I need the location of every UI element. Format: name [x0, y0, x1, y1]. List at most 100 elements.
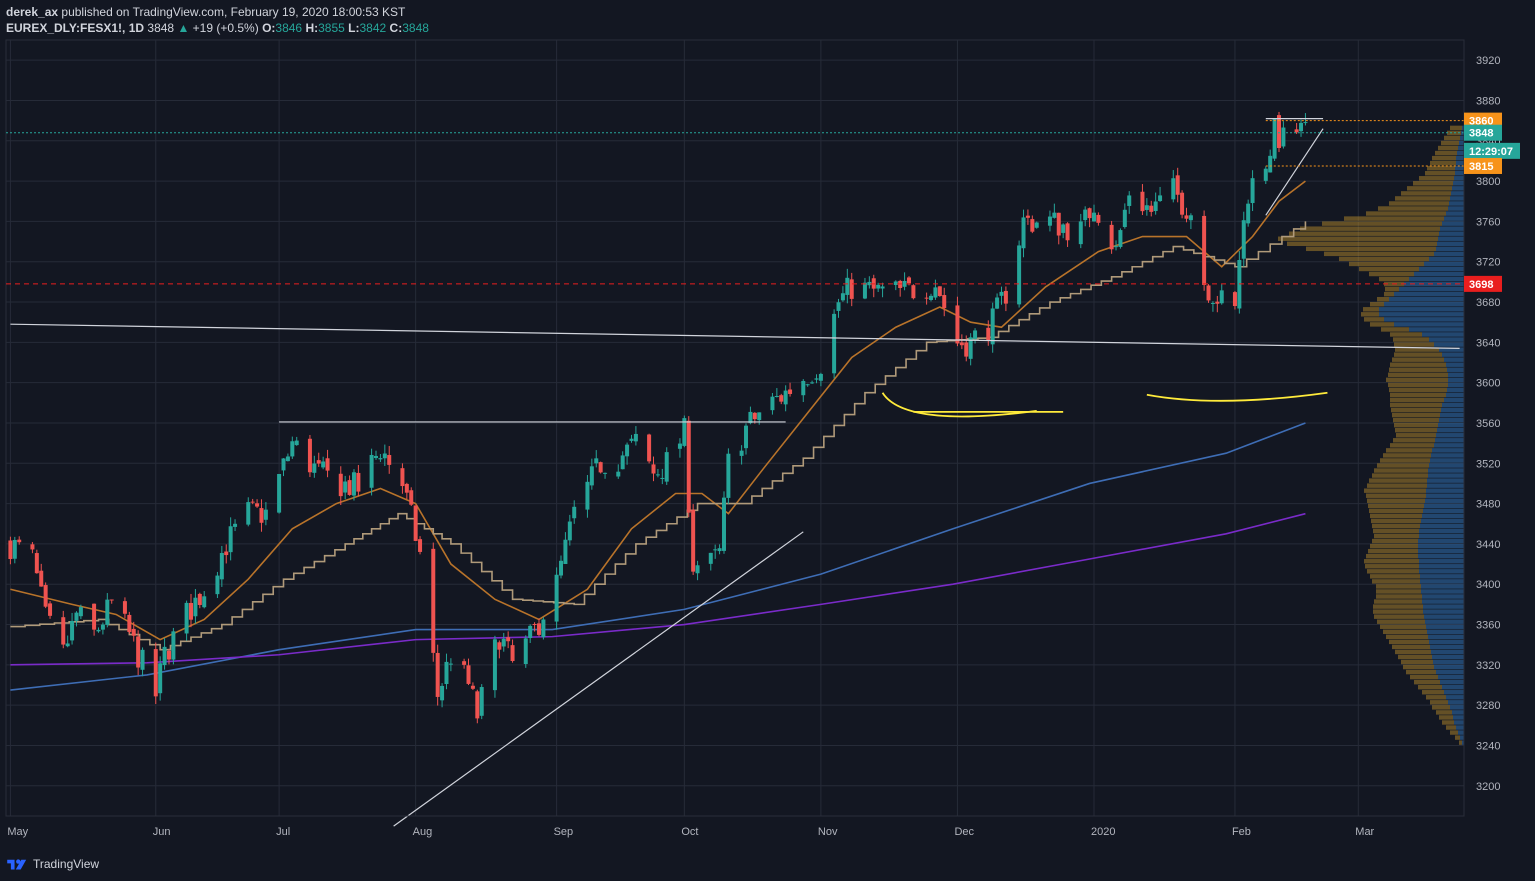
vp-bar-blue: [1446, 392, 1464, 398]
vp-bar-gold: [1390, 392, 1446, 398]
candle-body: [1017, 245, 1022, 305]
candle-body: [1184, 215, 1189, 219]
candle-body: [862, 282, 867, 299]
ma-line-fast: [10, 180, 1306, 641]
vp-bar-blue: [1421, 584, 1464, 589]
candle-body: [351, 472, 356, 496]
vp-bar-gold: [1388, 372, 1448, 378]
vp-bar-gold: [1446, 725, 1456, 730]
vp-bar-blue: [1419, 266, 1464, 272]
candle-body: [435, 652, 440, 697]
vp-bar-blue: [1424, 261, 1464, 267]
x-tick-label: Jul: [276, 826, 290, 838]
candle-body: [1171, 178, 1176, 200]
candle-body: [840, 293, 845, 301]
candle-body: [933, 287, 938, 298]
candle-body: [263, 509, 268, 520]
low-label: L:: [348, 21, 360, 35]
candle-body: [906, 277, 911, 284]
vp-bar-gold: [1324, 251, 1434, 257]
vp-bar-gold: [1401, 191, 1451, 196]
candle-body: [880, 286, 885, 289]
candle-body: [162, 646, 167, 666]
candle-body: [378, 458, 383, 460]
candle-body: [250, 501, 255, 503]
candle-body: [39, 570, 44, 587]
candle-body: [347, 480, 352, 495]
vp-bar-gold: [1366, 211, 1446, 216]
vp-bar-gold: [1403, 664, 1434, 670]
symbol-label[interactable]: EUREX_DLY:FESX1!, 1D: [6, 21, 145, 35]
candle-body: [999, 291, 1004, 296]
low-value: 3842: [359, 21, 387, 35]
candle-body: [400, 468, 405, 487]
vp-bar-gold: [1406, 669, 1436, 675]
candle-body: [70, 620, 75, 641]
candle-body: [1175, 175, 1180, 195]
vp-bar-blue: [1420, 523, 1464, 529]
candle-body: [30, 544, 35, 550]
vp-bar-blue: [1431, 453, 1464, 458]
y-tick-label: 3720: [1476, 257, 1500, 269]
vp-bar-gold: [1381, 327, 1409, 332]
vp-bar-gold: [1386, 448, 1432, 453]
vp-bar-gold: [1394, 422, 1438, 428]
vp-bar-gold: [1377, 619, 1425, 624]
vp-bar-blue: [1448, 382, 1464, 388]
candle-body: [1294, 129, 1299, 133]
vp-bar-blue: [1421, 589, 1464, 594]
vp-bar-gold: [1392, 412, 1440, 418]
vp-bar-blue: [1462, 125, 1464, 131]
candle-body: [92, 603, 97, 630]
vp-bar-blue: [1422, 332, 1464, 337]
candle-body: [1122, 209, 1127, 228]
vp-bar-gold: [1418, 684, 1442, 690]
price-change: +19 (+0.5%): [192, 21, 259, 35]
vp-bar-gold: [1377, 296, 1389, 302]
candle-body: [431, 548, 436, 653]
candle-body: [973, 330, 978, 339]
candle-body: [523, 638, 528, 665]
candle-body: [1272, 118, 1277, 159]
vp-bar-gold: [1370, 322, 1394, 327]
candle-body: [937, 286, 942, 297]
candle-body: [876, 284, 881, 289]
vp-bar-blue: [1379, 307, 1464, 312]
candle-body: [387, 455, 392, 465]
candle-body: [924, 297, 929, 299]
vp-bar-blue: [1428, 468, 1464, 473]
candle-body: [202, 596, 207, 608]
candle-body: [78, 607, 83, 617]
vp-bar-blue: [1432, 448, 1464, 453]
vp-bar-blue: [1409, 276, 1464, 282]
candle-body: [409, 490, 414, 505]
vp-bar-gold: [1389, 387, 1447, 393]
candle-body: [964, 342, 969, 357]
candle-body: [65, 643, 70, 647]
vp-bar-blue: [1418, 548, 1464, 554]
candles: [8, 111, 1308, 724]
candle-body: [1206, 285, 1211, 301]
candle-body: [572, 506, 577, 519]
candle-body: [382, 453, 387, 459]
candle-body: [1025, 215, 1030, 218]
vp-bar-blue: [1444, 216, 1464, 221]
x-tick-label: Sep: [554, 826, 574, 838]
candle-body: [321, 461, 326, 468]
vp-bar-gold: [1427, 165, 1455, 171]
vp-bar-gold: [1390, 402, 1442, 408]
vp-bar-blue: [1434, 443, 1464, 448]
candle-body: [290, 441, 295, 457]
ohlc-line: EUREX_DLY:FESX1!, 1D 3848 ▲ +19 (+0.5%) …: [6, 20, 429, 36]
candle-body: [96, 629, 101, 632]
author-name[interactable]: derek_ax: [6, 5, 59, 19]
vp-bar-blue: [1438, 236, 1464, 241]
x-tick-label: Mar: [1355, 826, 1374, 838]
y-tick-label: 3520: [1476, 458, 1500, 470]
candle-body: [1202, 215, 1207, 285]
vp-bar-gold: [1395, 428, 1437, 433]
vp-bar-blue: [1444, 397, 1464, 403]
vp-bar-blue: [1440, 679, 1464, 685]
candle-body: [541, 619, 546, 638]
